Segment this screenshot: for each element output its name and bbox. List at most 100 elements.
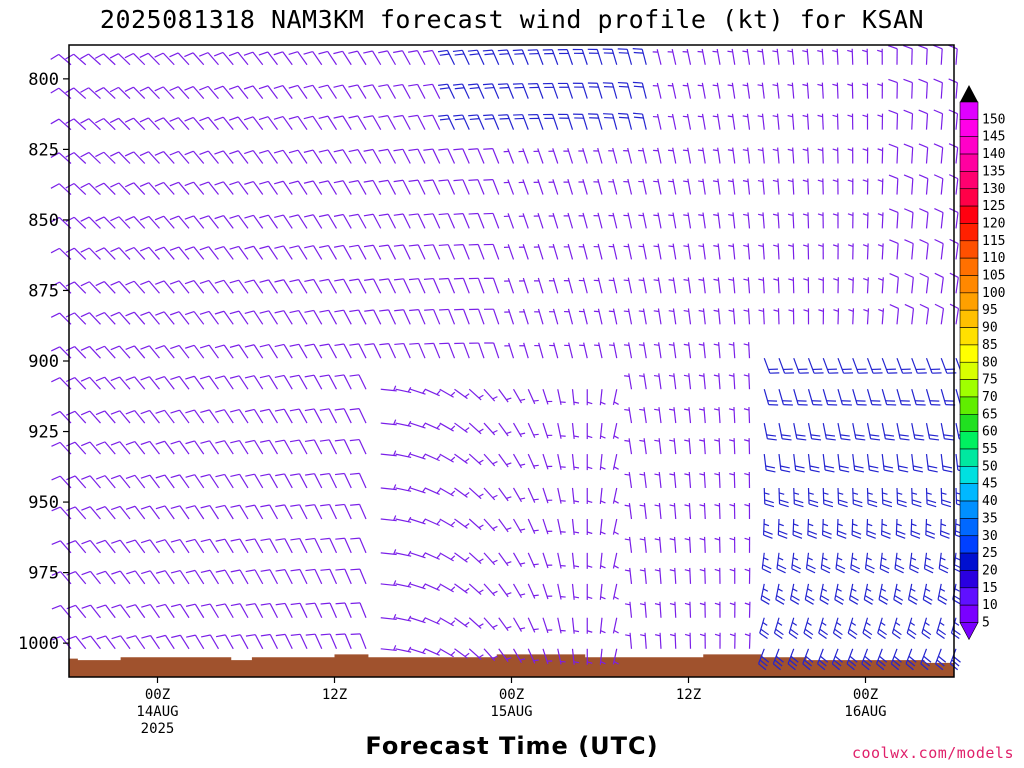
wind-barb xyxy=(727,48,736,65)
colorbar-swatch xyxy=(959,604,979,623)
wind-barb xyxy=(468,243,485,260)
wind-barb xyxy=(862,617,873,640)
wind-barb xyxy=(533,179,544,195)
wind-barb xyxy=(852,422,866,441)
colorbar-swatch xyxy=(959,552,979,571)
wind-barb xyxy=(578,147,588,164)
wind-barb xyxy=(468,83,485,99)
wind-barb xyxy=(289,374,308,390)
wind-barb xyxy=(653,178,662,195)
colorbar-label: 100 xyxy=(982,286,1005,301)
wind-barb xyxy=(802,178,810,195)
wind-barb xyxy=(454,552,470,563)
wind-barb xyxy=(763,389,779,406)
wind-barb xyxy=(423,213,441,229)
colorbar-label: 135 xyxy=(982,164,1005,179)
wind-barb xyxy=(199,181,219,195)
wind-barb xyxy=(170,505,190,520)
colorbar-swatch xyxy=(959,327,979,346)
wind-barb xyxy=(349,343,367,359)
wind-barb xyxy=(66,441,87,455)
wind-barb xyxy=(275,569,293,585)
wind-barb xyxy=(669,503,677,520)
wind-barb xyxy=(483,388,498,402)
wind-barb xyxy=(712,178,721,195)
wind-barb xyxy=(170,569,190,585)
wind-barb xyxy=(290,602,308,619)
wind-barb xyxy=(519,342,529,359)
wind-barb xyxy=(638,212,647,229)
wind-barb xyxy=(618,112,633,130)
wind-barb xyxy=(527,583,539,599)
wind-barb xyxy=(847,82,854,99)
wind-barb xyxy=(837,357,854,374)
wind-barb xyxy=(439,422,456,432)
wind-barb xyxy=(922,583,933,605)
wind-barb xyxy=(758,277,765,294)
wind-barb xyxy=(527,487,539,503)
wind-barb xyxy=(847,48,854,65)
wind-barb xyxy=(214,85,234,99)
wind-barb xyxy=(318,214,338,229)
colorbar-label: 90 xyxy=(982,321,998,336)
wind-barb xyxy=(572,82,588,99)
wind-barb xyxy=(571,583,580,600)
wind-barb xyxy=(684,471,692,489)
wind-barb xyxy=(244,310,264,325)
colorbar-label: 15 xyxy=(982,581,998,596)
wind-barb xyxy=(504,277,515,294)
wind-barb xyxy=(519,308,529,325)
wind-barb xyxy=(350,633,367,650)
wind-barb xyxy=(424,388,441,397)
wind-barb xyxy=(379,278,397,294)
wind-barb xyxy=(697,147,706,164)
credit-link[interactable]: coolwx.com/models xyxy=(851,744,1014,762)
ground-fill-layer xyxy=(69,654,954,677)
wind-barb xyxy=(698,373,706,390)
wind-barb xyxy=(140,345,160,359)
wind-barb xyxy=(888,208,899,229)
wind-barb xyxy=(891,617,902,640)
wind-barb xyxy=(215,504,234,520)
wind-barb xyxy=(259,408,279,424)
wind-barb xyxy=(744,502,751,520)
wind-barb xyxy=(911,389,926,406)
wind-barb xyxy=(318,50,338,66)
x-tick-label: 15AUG xyxy=(490,704,532,720)
wind-barb xyxy=(889,273,899,294)
colorbar-swatch xyxy=(959,500,979,519)
wind-barb xyxy=(423,83,441,99)
wind-barb xyxy=(787,648,799,671)
wind-barb xyxy=(833,308,840,325)
wind-barb xyxy=(378,84,397,99)
wind-barb xyxy=(65,346,87,359)
wind-barb xyxy=(625,632,633,649)
wind-barb xyxy=(468,277,485,294)
wind-barb xyxy=(335,503,352,520)
wind-barb xyxy=(230,473,249,489)
wind-barb xyxy=(653,147,662,164)
wind-barb xyxy=(586,519,593,535)
wind-barb xyxy=(363,213,382,229)
wind-barb xyxy=(393,179,411,195)
wind-barb xyxy=(599,583,606,600)
wind-barb xyxy=(504,308,515,325)
x-tick-label: 00Z xyxy=(145,687,170,703)
colorbar-swatch xyxy=(959,344,979,363)
wind-barb xyxy=(320,568,338,585)
wind-barb xyxy=(542,82,559,99)
wind-barb xyxy=(571,617,580,634)
wind-barb xyxy=(424,342,441,359)
wind-barb xyxy=(169,52,190,66)
wind-barb xyxy=(95,311,116,325)
wind-barb xyxy=(453,179,470,195)
wind-barb xyxy=(483,243,500,260)
wind-barb xyxy=(155,311,175,325)
wind-barb xyxy=(533,277,544,294)
wind-barb xyxy=(200,440,219,455)
wind-barb xyxy=(349,472,367,489)
wind-barb xyxy=(230,409,249,424)
wind-barb xyxy=(896,357,913,374)
wind-barb xyxy=(744,536,751,553)
wind-barb xyxy=(586,487,593,504)
